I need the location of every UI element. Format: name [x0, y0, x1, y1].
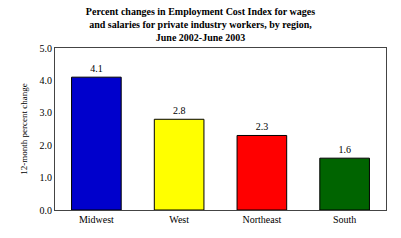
- svg-text:5.0: 5.0: [40, 43, 53, 54]
- svg-text:3.0: 3.0: [40, 107, 53, 118]
- svg-text:South: South: [333, 214, 356, 225]
- svg-text:1.6: 1.6: [338, 144, 351, 155]
- svg-text:4.1: 4.1: [90, 63, 103, 74]
- svg-text:West: West: [169, 214, 189, 225]
- svg-text:2.8: 2.8: [173, 105, 186, 116]
- svg-text:Midwest: Midwest: [79, 214, 114, 225]
- svg-text:1.0: 1.0: [40, 172, 53, 183]
- svg-text:0.0: 0.0: [40, 205, 53, 216]
- svg-text:Percent changes in Employment: Percent changes in Employment Cost Index…: [86, 6, 315, 43]
- svg-text:4.0: 4.0: [40, 75, 53, 86]
- svg-text:2.0: 2.0: [40, 140, 53, 151]
- svg-text:Northeast: Northeast: [242, 214, 281, 225]
- svg-text:2.3: 2.3: [256, 121, 269, 132]
- svg-text:12-month percent change: 12-month percent change: [19, 83, 29, 174]
